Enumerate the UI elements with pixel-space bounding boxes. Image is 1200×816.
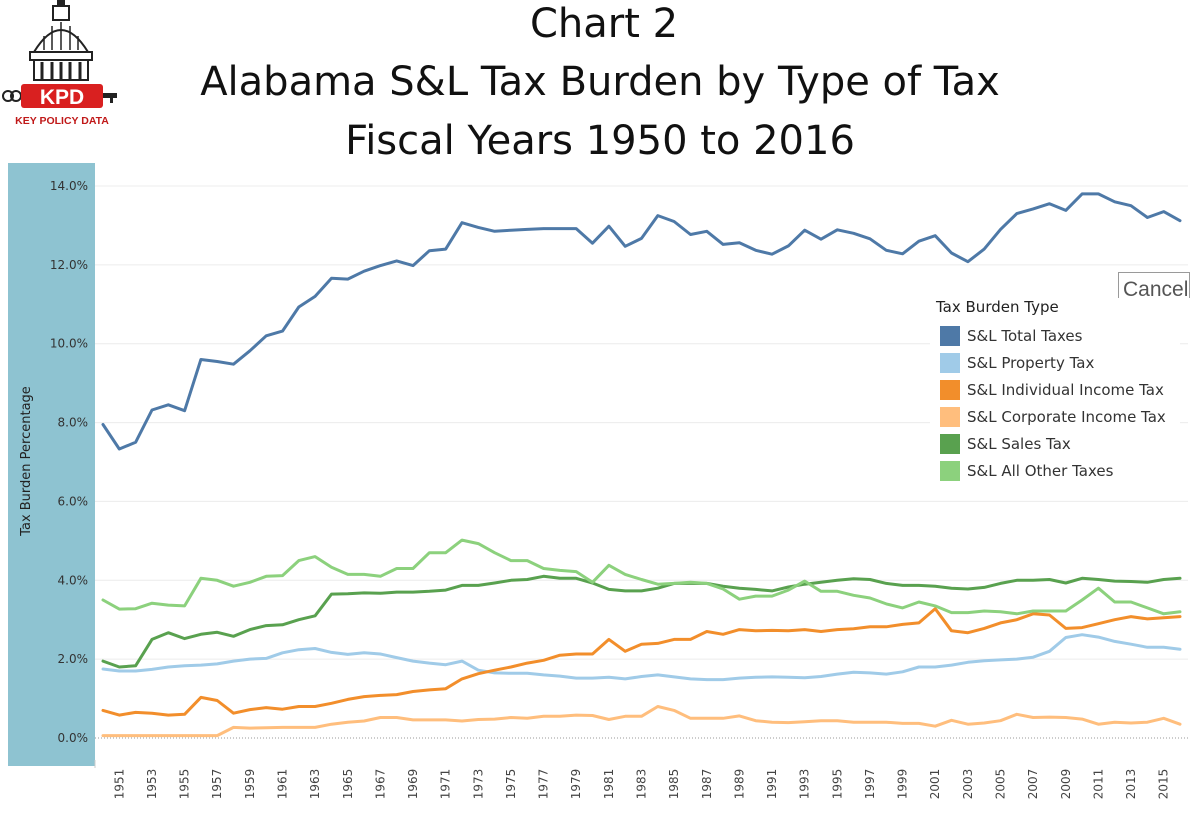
- x-tick-label: 2013: [1124, 769, 1138, 800]
- x-tick-label: 1997: [863, 769, 877, 800]
- x-tick-label: 1991: [765, 769, 779, 800]
- legend-item-property[interactable]: S&L Property Tax: [930, 349, 1180, 376]
- legend-item-other[interactable]: S&L All Other Taxes: [930, 457, 1180, 484]
- legend-swatch: [940, 325, 960, 346]
- x-tick-label: 1983: [635, 769, 649, 800]
- y-tick-label: 2.0%: [58, 652, 89, 666]
- x-tick-label: 1977: [537, 769, 551, 800]
- series-lines: [101, 192, 1182, 738]
- legend-label: S&L Property Tax: [967, 353, 1095, 372]
- cancel-button[interactable]: Cancel: [1118, 272, 1190, 298]
- legend-title: Tax Burden Type: [936, 298, 1059, 316]
- x-tick-label: 1955: [178, 769, 192, 800]
- x-tick-label: 1989: [732, 769, 746, 800]
- series-line-property: [101, 633, 1182, 682]
- x-tick-label: 1993: [798, 769, 812, 800]
- x-tick-label: 1957: [210, 769, 224, 800]
- legend-swatch: [940, 433, 960, 454]
- x-tick-label: 2015: [1157, 769, 1171, 800]
- legend-swatch: [940, 379, 960, 400]
- y-axis-highlight-band: [8, 163, 95, 766]
- legend-item-individual[interactable]: S&L Individual Income Tax: [930, 376, 1180, 403]
- y-tick-label: 0.0%: [58, 731, 89, 745]
- x-tick-label: 1987: [700, 769, 714, 800]
- legend-label: S&L Corporate Income Tax: [967, 407, 1166, 426]
- x-tick-label: 1979: [569, 769, 583, 800]
- legend-label: S&L Sales Tax: [967, 434, 1071, 453]
- legend-item-corporate[interactable]: S&L Corporate Income Tax: [930, 403, 1180, 430]
- series-line-individual: [101, 607, 1182, 717]
- legend-swatch: [940, 406, 960, 427]
- x-tick-label: 2001: [928, 769, 942, 800]
- x-tick-label: 1981: [602, 769, 616, 800]
- legend-item-total[interactable]: S&L Total Taxes: [930, 322, 1180, 349]
- x-tick-label: 2007: [1026, 769, 1040, 800]
- legend-swatch: [940, 460, 960, 481]
- x-tick-label: 1985: [667, 769, 681, 800]
- series-line-total: [101, 192, 1182, 451]
- x-tick-label: 1953: [145, 769, 159, 800]
- x-tick-label: 1975: [504, 769, 518, 800]
- legend-item-sales[interactable]: S&L Sales Tax: [930, 430, 1180, 457]
- y-tick-label: 14.0%: [50, 179, 88, 193]
- y-axis-ticks: 0.0% 2.0% 4.0% 6.0% 8.0% 10.0% 12.0% 14.0%: [50, 179, 88, 745]
- x-tick-label: 1965: [341, 769, 355, 800]
- y-tick-label: 4.0%: [58, 573, 89, 587]
- x-tick-label: 2005: [994, 769, 1008, 800]
- legend-label: S&L Individual Income Tax: [967, 380, 1164, 399]
- x-tick-label: 1969: [406, 769, 420, 800]
- logo-subtext: KEY POLICY DATA: [15, 115, 109, 127]
- logo-text: KPD: [40, 86, 84, 109]
- x-tick-label: 1967: [373, 769, 387, 800]
- x-tick-label: 2009: [1059, 769, 1073, 800]
- y-tick-label: 12.0%: [50, 258, 88, 272]
- y-tick-label: 6.0%: [58, 494, 89, 508]
- legend-swatch: [940, 352, 960, 373]
- x-tick-label: 1971: [439, 769, 453, 800]
- x-tick-label: 1999: [896, 769, 910, 800]
- y-tick-label: 10.0%: [50, 337, 88, 351]
- series-line-corporate: [101, 705, 1182, 738]
- chart-number-title: Chart 2: [529, 1, 679, 47]
- chart-title: Alabama S&L Tax Burden by Type of Tax: [200, 59, 1000, 105]
- legend: Tax Burden Type S&L Total Taxes S&L Prope…: [930, 298, 1180, 484]
- x-tick-label: 1959: [243, 769, 257, 800]
- legend-label: S&L Total Taxes: [967, 326, 1083, 345]
- legend-label: S&L All Other Taxes: [967, 461, 1114, 480]
- x-tick-label: 1951: [112, 769, 126, 800]
- series-line-sales: [101, 574, 1182, 669]
- series-line-other: [101, 538, 1182, 616]
- x-tick-label: 2003: [961, 769, 975, 800]
- legend-items: S&L Total Taxes S&L Property Tax S&L Indiv…: [930, 322, 1180, 484]
- x-axis-ticks: 1951 1953 1955 1957 1959 1961 1963 1965 1967 1969…: [94, 760, 1171, 800]
- chart-subtitle: Fiscal Years 1950 to 2016: [345, 118, 855, 164]
- x-tick-label: 2011: [1091, 769, 1105, 800]
- x-tick-label: 1973: [471, 769, 485, 800]
- x-tick-label: 1963: [308, 769, 322, 800]
- x-tick-label: 1961: [276, 769, 290, 800]
- kpd-logo: KPD KEY POLICY DATA: [2, 0, 117, 127]
- y-tick-label: 8.0%: [58, 416, 89, 430]
- x-tick-label: 1995: [830, 769, 844, 800]
